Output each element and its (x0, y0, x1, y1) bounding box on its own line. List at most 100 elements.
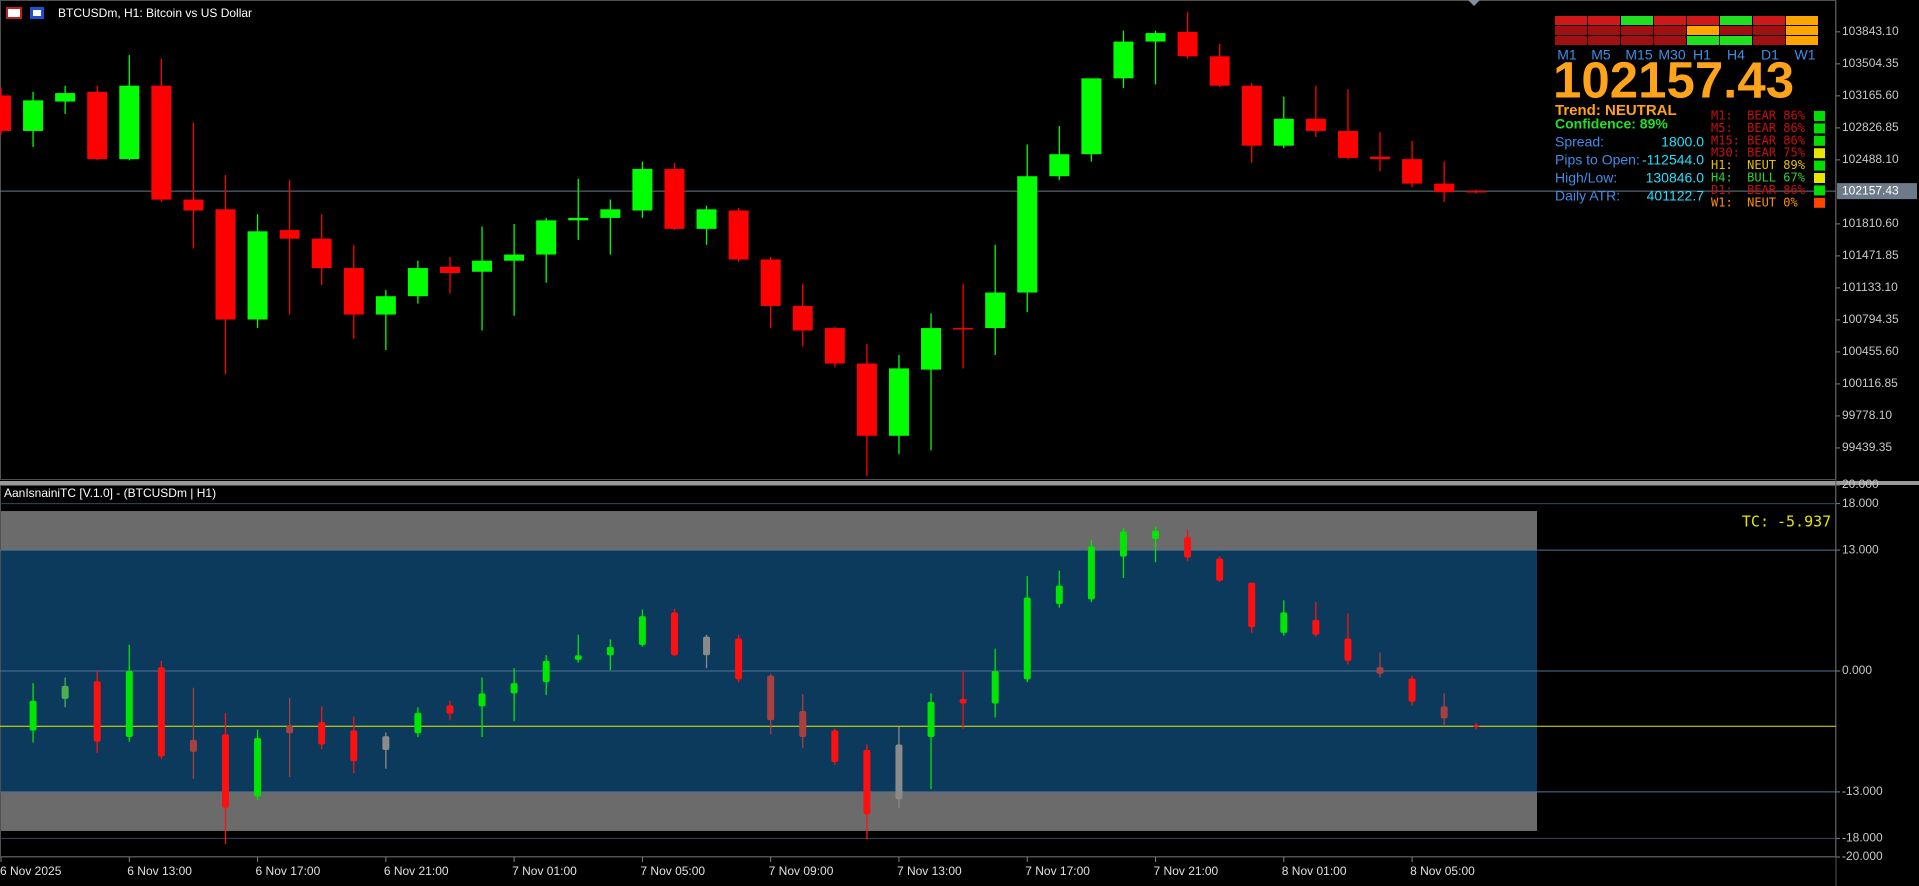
signal-text: M1: BEAR 86% (1711, 109, 1806, 123)
candle-body (157, 667, 165, 757)
signal-cell (1687, 26, 1719, 35)
signal-cell (1786, 36, 1818, 45)
symbol-icon-inner (8, 9, 20, 17)
signal-text: H4: BULL 67% (1711, 171, 1806, 185)
x-tick-label: 8 Nov 01:00 (1282, 864, 1347, 878)
signal-box (1814, 197, 1825, 208)
signal-cell (1555, 26, 1587, 35)
candle-body (574, 655, 582, 660)
candle-body (959, 698, 967, 704)
candle-body (1280, 612, 1288, 633)
y-tick-label: 100455.60 (1842, 344, 1899, 358)
candle-body (87, 91, 108, 160)
timeframe-label: M5 (1591, 47, 1611, 63)
signal-cell (1621, 26, 1653, 35)
candle-body (1337, 130, 1358, 158)
candle-body (1087, 546, 1095, 600)
candle-body (215, 209, 236, 320)
timeframe-label: W1 (1795, 47, 1816, 63)
y-tick-label: 102488.10 (1842, 152, 1899, 166)
candle-body (888, 368, 909, 436)
candle-body (1241, 85, 1262, 146)
stat-label: Daily ATR: (1555, 188, 1620, 204)
candle-body (1344, 638, 1352, 661)
x-tick-label: 8 Nov 05:00 (1410, 864, 1475, 878)
signal-cell (1654, 16, 1686, 25)
zone (1, 791, 1537, 831)
candle-body (863, 750, 871, 815)
candle-body (670, 612, 678, 656)
candle-body (183, 199, 204, 211)
candle-body (600, 209, 621, 218)
y-tick-label: 100794.35 (1842, 312, 1899, 326)
candle-body (1081, 78, 1102, 155)
candle-body (1119, 531, 1127, 557)
y-tick-label: 103504.35 (1842, 56, 1899, 70)
candle-body (953, 328, 974, 330)
y-tick-label: 13.000 (1842, 542, 1879, 556)
confidence: Confidence: 89% (1555, 116, 1668, 132)
x-tick-label: 6 Nov 2025 (0, 864, 62, 878)
candle-body (728, 210, 749, 260)
candle-body (1216, 558, 1224, 581)
signal-cell (1621, 36, 1653, 45)
candle-body (1305, 118, 1326, 131)
signal-cell (1555, 36, 1587, 45)
candle-body (1370, 156, 1391, 160)
signal-text: W1: NEUT 0% (1711, 195, 1798, 209)
candle-body (1209, 56, 1230, 86)
candle-body (1023, 597, 1031, 680)
candle-body (29, 700, 37, 731)
stat-label: High/Low: (1555, 170, 1617, 186)
candle-body (760, 259, 781, 306)
candle-body (375, 296, 396, 315)
candle-body (792, 305, 813, 331)
signal-box (1814, 123, 1825, 134)
candle-body (1472, 724, 1480, 727)
stat-value: 1800.0 (1661, 134, 1704, 150)
signal-box (1814, 135, 1825, 146)
candle-body (1017, 176, 1038, 293)
timeframe-label: M15 (1625, 47, 1652, 63)
candle-body (1434, 183, 1455, 193)
signal-text: M15: BEAR 86% (1711, 133, 1806, 147)
candle-body (638, 616, 646, 645)
stat-value: -112544.0 (1642, 152, 1704, 168)
candle-body (0, 95, 11, 131)
candle-body (343, 268, 364, 315)
candle-body (1408, 678, 1416, 702)
candle-body (472, 260, 493, 272)
candle-body (1177, 31, 1198, 57)
candle-body (1049, 154, 1070, 177)
signal-text: H1: NEUT 89% (1711, 158, 1806, 172)
signal-box (1814, 111, 1825, 121)
period-icon-inner (33, 10, 41, 16)
indicator-title: AanIsnainiTC [V.1.0] - (BTCUSDm | H1) (4, 486, 216, 500)
timeframe-label: H4 (1727, 47, 1745, 63)
y-tick-label: 103843.10 (1842, 24, 1899, 38)
candle-body (247, 231, 268, 320)
y-tick-label: -18.000 (1842, 831, 1883, 845)
timeframe-label: M1 (1557, 47, 1577, 63)
chart-title: BTCUSDm, H1: Bitcoin vs US Dollar (58, 6, 252, 20)
signal-text: M30: BEAR 75% (1711, 146, 1806, 160)
timeframe-label: M30 (1658, 47, 1685, 63)
candle-body (318, 722, 326, 745)
signal-box (1814, 148, 1825, 159)
candle-body (991, 671, 999, 704)
candle-body (921, 328, 942, 370)
signal-text: D1: BEAR 86% (1711, 183, 1806, 197)
candle-body (382, 736, 390, 751)
signal-text: M5: BEAR 86% (1711, 121, 1806, 135)
signal-box (1814, 173, 1825, 183)
candle-body (1055, 585, 1063, 605)
trend: Trend: NEUTRAL (1555, 102, 1677, 119)
signal-cell (1753, 36, 1785, 45)
candle-body (767, 675, 775, 721)
x-tick-label: 7 Nov 09:00 (769, 864, 834, 878)
x-tick-label: 7 Nov 21:00 (1154, 864, 1219, 878)
candle-body (1440, 706, 1448, 719)
timeframe-label: H1 (1693, 47, 1711, 63)
stat-label: Pips to Open: (1555, 152, 1640, 168)
